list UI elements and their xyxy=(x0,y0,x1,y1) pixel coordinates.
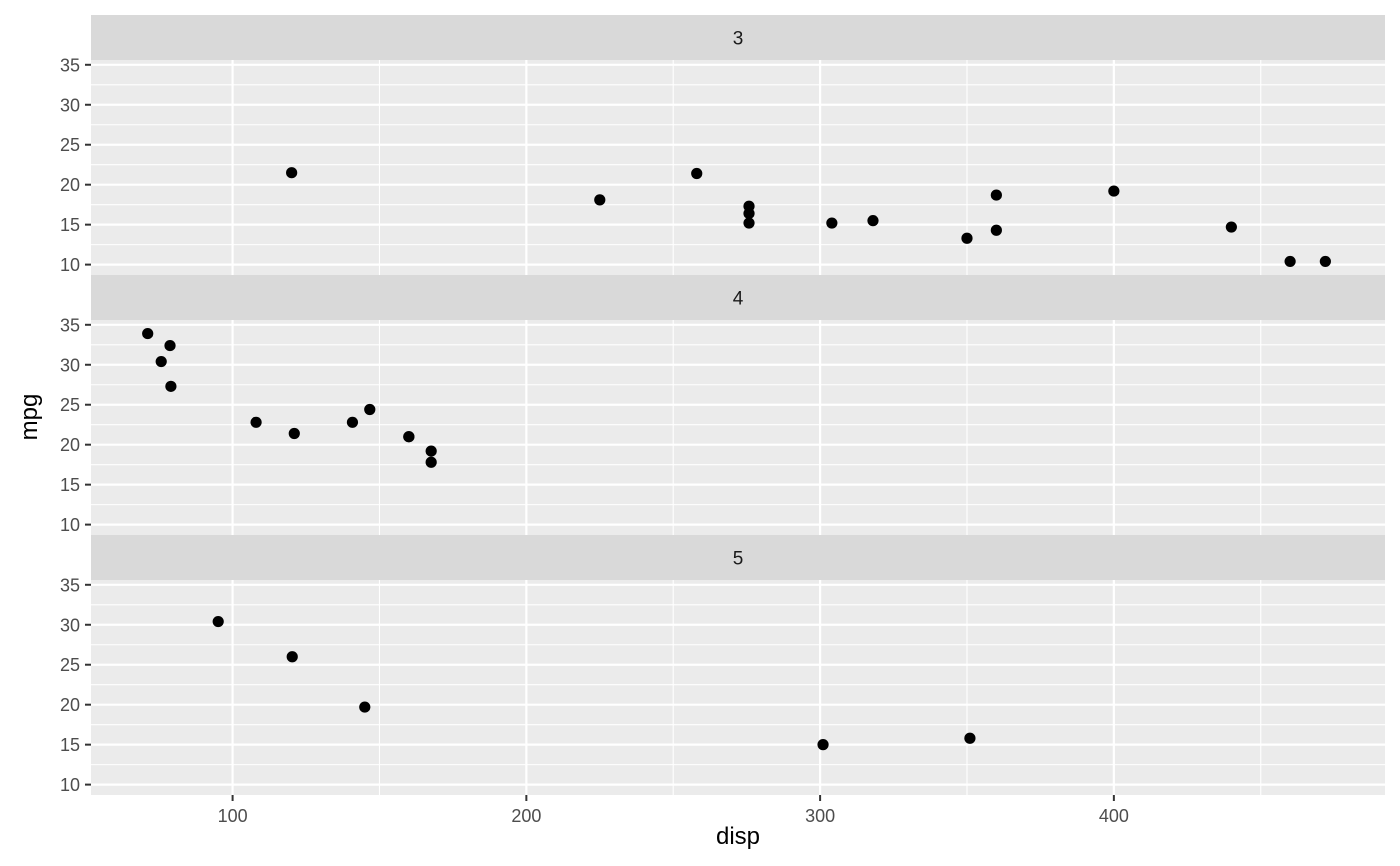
y-tick-label: 35 xyxy=(60,55,80,75)
y-tick-label: 35 xyxy=(60,315,80,335)
y-tick-label: 15 xyxy=(60,215,80,235)
facet-strip-label: 3 xyxy=(733,29,744,50)
y-tick-label: 25 xyxy=(60,395,80,415)
data-point xyxy=(359,701,371,713)
data-point xyxy=(817,739,829,751)
x-tick-label: 100 xyxy=(218,806,248,826)
data-point xyxy=(594,194,606,206)
data-point xyxy=(165,380,177,392)
y-tick-label: 25 xyxy=(60,135,80,155)
facet-strip xyxy=(91,275,1385,320)
data-point xyxy=(425,445,437,457)
y-axis-title: mpg xyxy=(16,394,43,441)
data-point xyxy=(990,189,1002,201)
y-tick-label: 30 xyxy=(60,355,80,375)
facet-panels: 3 10 15 20 25 30 35 4 10 15 20 25 30 35 5 10 15 20 25 30 35 xyxy=(60,15,1385,795)
facet-panel-5: 5 10 15 20 25 30 35 xyxy=(60,535,1385,795)
facet-strip xyxy=(91,15,1385,60)
data-point xyxy=(286,167,298,179)
y-tick-label: 35 xyxy=(60,575,80,595)
y-tick-label: 10 xyxy=(60,255,80,275)
facet-panel-4: 4 10 15 20 25 30 35 xyxy=(60,275,1385,535)
data-point xyxy=(164,339,176,352)
data-point xyxy=(691,167,703,180)
y-tick-label: 10 xyxy=(60,515,80,535)
data-point xyxy=(286,651,298,663)
x-axis-title: disp xyxy=(716,823,760,850)
y-tick-label: 20 xyxy=(60,695,80,715)
data-point xyxy=(743,217,755,229)
facet-strip xyxy=(91,535,1385,580)
data-point xyxy=(288,427,300,440)
facet-panel-3: 3 10 15 20 25 30 35 xyxy=(60,15,1385,275)
data-point xyxy=(425,456,437,468)
x-tick-label: 300 xyxy=(805,806,835,826)
data-point xyxy=(346,416,359,428)
data-point xyxy=(1319,255,1331,268)
data-point xyxy=(867,215,879,227)
panel-background xyxy=(91,320,1385,535)
data-point xyxy=(1284,255,1296,268)
data-point xyxy=(155,355,167,368)
y-tick-label: 10 xyxy=(60,775,80,795)
panel-background xyxy=(91,60,1385,275)
data-point xyxy=(1225,221,1237,233)
data-point xyxy=(403,431,415,443)
data-point xyxy=(826,217,838,229)
y-tick-label: 30 xyxy=(60,615,80,635)
data-point xyxy=(961,232,973,244)
facet-strip-label: 4 xyxy=(733,289,744,310)
data-point xyxy=(364,403,376,416)
facet-strip-label: 5 xyxy=(733,549,744,570)
data-point xyxy=(990,224,1002,236)
y-tick-label: 15 xyxy=(60,735,80,755)
y-tick-label: 25 xyxy=(60,655,80,675)
data-point xyxy=(250,416,262,428)
y-tick-label: 15 xyxy=(60,475,80,495)
x-axis: 100 200 300 400 xyxy=(218,795,1129,826)
y-tick-label: 20 xyxy=(60,175,80,195)
data-point xyxy=(142,327,154,340)
data-point xyxy=(743,200,755,212)
y-tick-label: 20 xyxy=(60,435,80,455)
data-point xyxy=(964,732,976,744)
x-tick-label: 200 xyxy=(511,806,541,826)
panel-background xyxy=(91,580,1385,795)
x-tick-label: 400 xyxy=(1099,806,1129,826)
y-tick-label: 30 xyxy=(60,95,80,115)
data-point xyxy=(212,615,224,628)
data-point xyxy=(1108,185,1120,197)
